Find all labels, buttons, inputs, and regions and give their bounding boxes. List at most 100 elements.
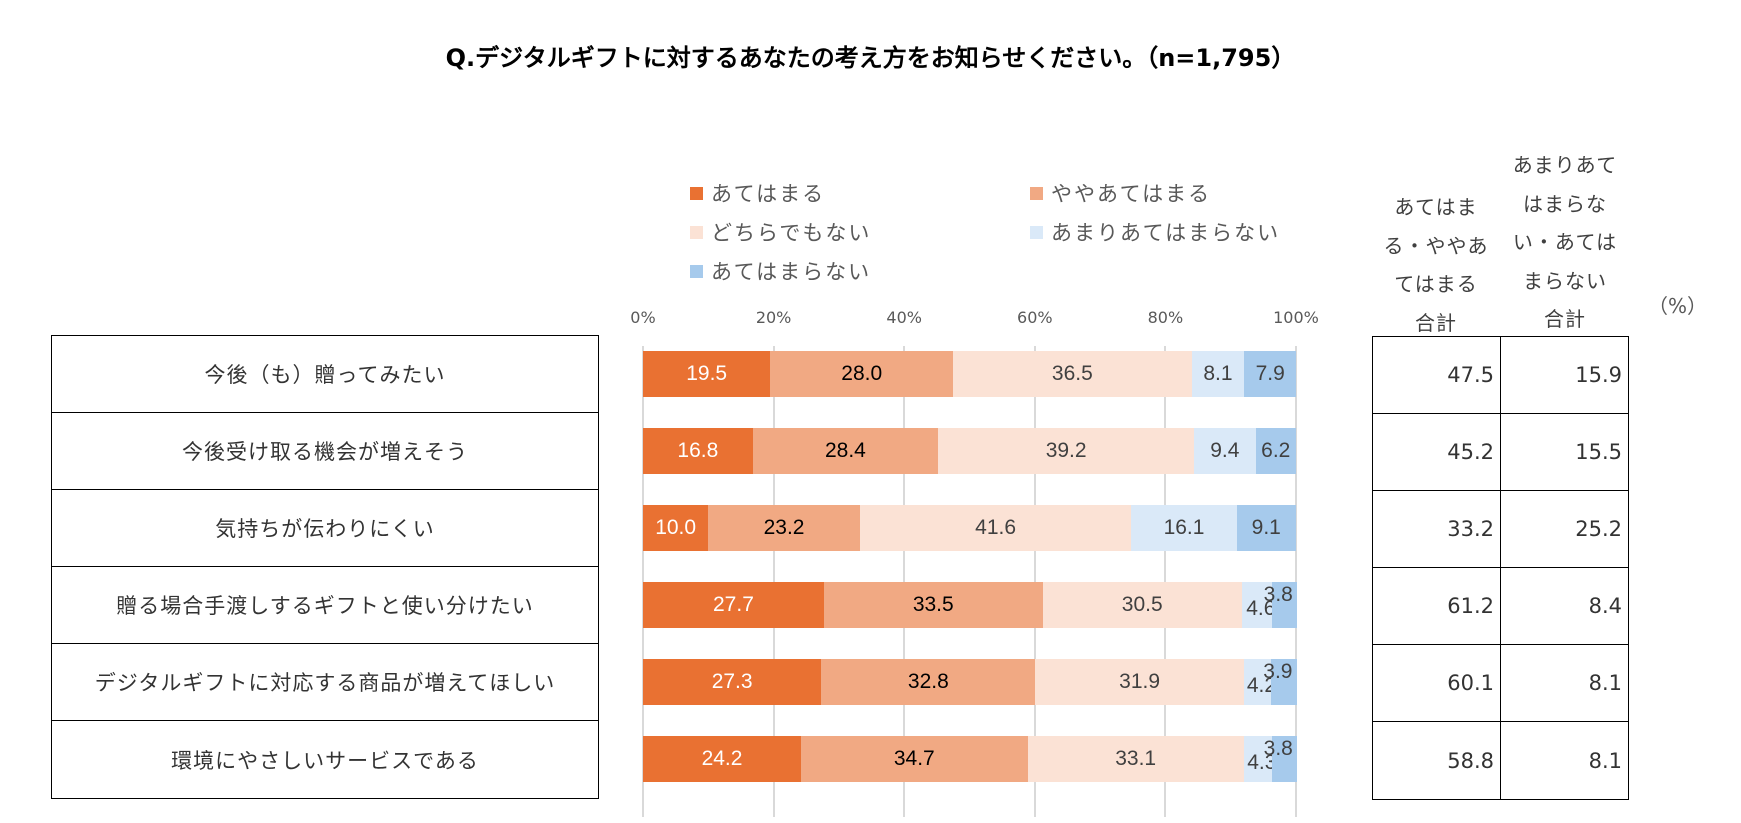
summary-row: 60.1 8.1	[1373, 645, 1628, 722]
agree-total: 47.5	[1373, 337, 1501, 413]
bar-segment: 19.5	[643, 350, 771, 397]
disagree-total: 8.1	[1588, 671, 1622, 695]
data-label: 23.2	[763, 515, 805, 539]
header-line: はまらな	[1523, 191, 1607, 216]
legend-swatch	[1030, 225, 1043, 239]
x-tick-label: 0%	[630, 308, 656, 327]
x-tick-label: 60%	[1017, 308, 1053, 327]
legend-label: どちらでもない	[711, 221, 872, 245]
summary-row: 33.2 25.2	[1373, 491, 1628, 568]
category-label: 今後（も）贈ってみたい	[52, 336, 598, 413]
bar-segment: 9.4	[1194, 427, 1256, 474]
category-label: 今後受け取る機会が増えそう	[52, 413, 598, 490]
data-label: 8.1	[1203, 361, 1233, 385]
bar-segment: 7.9	[1244, 350, 1296, 397]
data-label: 39.2	[1045, 438, 1087, 462]
summary-row: 47.5 15.9	[1373, 337, 1628, 414]
data-label: 4.3	[1247, 750, 1277, 774]
header-line: あまりあて	[1512, 153, 1618, 177]
bar-segment: 27.3	[643, 658, 822, 705]
data-label: 3.8	[1263, 582, 1293, 606]
legend-item-atehamaru: あてはまる	[690, 178, 825, 208]
x-tick-label: 100%	[1273, 308, 1319, 327]
data-label: 28.4	[824, 438, 866, 462]
summary-row: 61.2 8.4	[1373, 568, 1628, 645]
legend-label: ややあてはまる	[1051, 182, 1212, 206]
data-label: 9.1	[1251, 515, 1281, 539]
bar-segment: 34.7	[801, 735, 1028, 782]
bar-segment: 39.2	[938, 427, 1195, 474]
bar-segment: 41.6	[859, 504, 1132, 551]
disagree-total: 8.1	[1588, 748, 1622, 773]
bar-segment: 4.2	[1243, 658, 1276, 705]
bar-segment: 23.2	[708, 504, 860, 551]
agree-total: 45.2	[1373, 414, 1501, 490]
summary-table: 47.5 15.9 45.2 15.5 33.2 25.2 61.2 8.4 60.1 8.1 58…	[1372, 336, 1629, 800]
bar-segment: 4.6	[1241, 581, 1276, 628]
bar-segment: 3.8	[1264, 735, 1297, 782]
category-label: 環境にやさしいサービスである	[171, 748, 479, 773]
bar-segment: 16.8	[643, 427, 753, 474]
bar-segment: 33.5	[823, 581, 1043, 628]
header-line: 合計	[1415, 310, 1457, 335]
x-tick-label: 20%	[755, 308, 792, 327]
x-tick-label: 40%	[886, 308, 922, 327]
data-label: 31.9	[1119, 669, 1161, 693]
chart-title: Q.デジタルギフトに対するあなたの考え方をお知らせください。（n=1,795）	[445, 44, 1296, 72]
bar-segment: 10.0	[643, 504, 709, 551]
bar-segment: 31.9	[1035, 658, 1244, 705]
bar-segment: 6.2	[1255, 427, 1296, 474]
bar-segment: 32.8	[821, 658, 1036, 705]
data-label: 6.2	[1261, 438, 1291, 462]
legend-item-atehamaranai: あてはまらない	[690, 256, 871, 286]
legend-swatch	[690, 186, 703, 200]
agree-total: 61.2	[1373, 568, 1501, 644]
legend-label: あてはまる	[711, 182, 826, 206]
summary-row: 45.2 15.5	[1373, 414, 1628, 491]
header-line: あてはま	[1394, 195, 1478, 219]
agree-total: 60.1	[1373, 645, 1501, 721]
legend-item-yaya-atehamaru: ややあてはまる	[1030, 178, 1211, 208]
legend-swatch	[1030, 186, 1043, 200]
legend-item-amari-atehamaranai: あまりあてはまらない	[1030, 217, 1280, 247]
data-label: 9.4	[1210, 438, 1240, 462]
data-label: 16.1	[1163, 515, 1205, 539]
bar-segment: 3.8	[1264, 581, 1297, 628]
header-line: る・ややあ	[1383, 233, 1489, 258]
bar-segment: 27.7	[643, 581, 824, 628]
legend-item-dochira-demo-nai: どちらでもない	[690, 217, 871, 247]
bar-segment: 8.1	[1191, 350, 1245, 397]
bar-segment: 4.3	[1243, 735, 1276, 782]
summary-row: 58.8 8.1	[1373, 722, 1628, 799]
bar-segment: 9.1	[1236, 504, 1296, 551]
data-label: 33.1	[1115, 746, 1157, 770]
bar-segment: 30.5	[1042, 581, 1242, 628]
agree-total: 33.2	[1373, 491, 1501, 567]
disagree-total: 8.4	[1588, 594, 1622, 618]
data-label: 27.7	[713, 592, 754, 616]
data-label: 7.9	[1255, 361, 1285, 385]
category-label: デジタルギフトに対応する商品が増えてほしい	[52, 644, 598, 721]
data-label: 10.0	[655, 515, 697, 539]
category-label: 気持ちが伝わりにくい	[52, 490, 598, 567]
data-label: 30.5	[1121, 592, 1163, 616]
summary-header-disagree: あまりあて はまらな い・あては まらない 合計	[1501, 146, 1629, 339]
category-label: 贈る場合手渡しするギフトと使い分けたい	[52, 567, 598, 644]
data-label: 16.8	[677, 438, 719, 462]
bar-segment: 28.0	[770, 350, 954, 397]
data-label: 32.8	[907, 669, 949, 693]
category-table: 今後（も）贈ってみたい 今後受け取る機会が増えそう 気持ちが伝わりにくい 贈る場合手渡…	[51, 335, 599, 799]
legend-label: あまりあてはまらない	[1051, 221, 1281, 245]
summary-header-agree: あてはま る・ややあ てはまる 合計	[1372, 188, 1500, 342]
header-line: 合計	[1544, 307, 1586, 331]
legend-swatch	[690, 264, 703, 278]
legend-label: あてはまらない	[711, 260, 872, 284]
data-label: 3.8	[1263, 736, 1293, 760]
header-line: い・あては	[1512, 230, 1618, 254]
header-line: てはまる	[1394, 272, 1478, 296]
x-tick-label: 80%	[1147, 308, 1184, 327]
bar-segment: 16.1	[1131, 504, 1237, 551]
bar-segment: 36.5	[953, 350, 1192, 397]
disagree-total: 25.2	[1575, 517, 1622, 541]
data-label: 4.6	[1246, 596, 1276, 620]
